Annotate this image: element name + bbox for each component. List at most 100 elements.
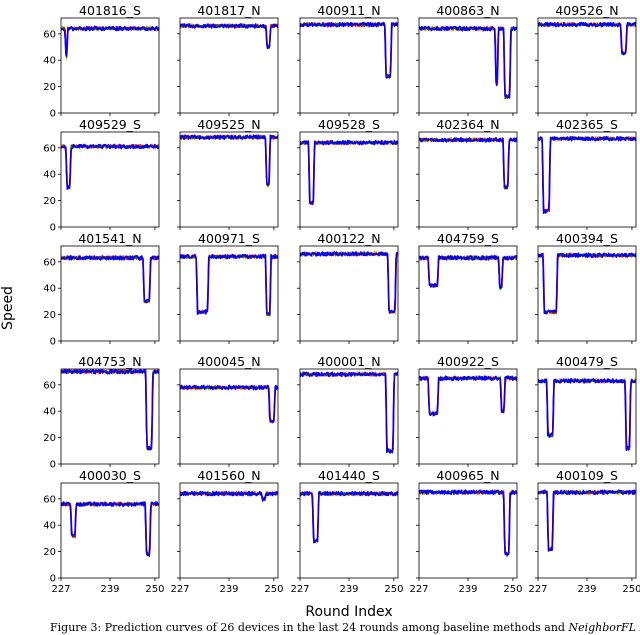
x-tick-label: 239 xyxy=(339,584,358,595)
panel-frame xyxy=(299,17,399,114)
panel-title: 401440_S xyxy=(318,468,380,483)
y-tick-label: 0 xyxy=(50,223,56,234)
panel-frame xyxy=(299,368,399,465)
series-line-blue xyxy=(180,23,278,49)
panel-title: 400045_N xyxy=(197,354,260,369)
panel: 401817_N xyxy=(177,3,279,116)
series-line-red xyxy=(538,136,636,213)
panel-lines xyxy=(300,250,398,315)
panel: 409529_S 0 20 40 60 xyxy=(43,117,160,234)
series-line-red xyxy=(419,375,517,417)
y-tick-label: 40 xyxy=(43,284,56,295)
x-tick-label: 227 xyxy=(528,584,547,595)
series-line-blue xyxy=(180,134,278,186)
panel-lines xyxy=(180,23,278,50)
y-tick-label: 40 xyxy=(43,56,56,67)
series-line-orange xyxy=(300,490,398,544)
panel-lines xyxy=(300,371,398,454)
panel-frame xyxy=(418,368,518,465)
x-tick-label: 250 xyxy=(503,584,522,595)
series-line-orange xyxy=(538,252,636,315)
series-line-red xyxy=(61,369,159,451)
panel-title: 409525_N xyxy=(197,117,260,132)
panel-title: 400109_S xyxy=(556,468,618,483)
series-line-blue xyxy=(538,489,636,552)
series-line-red xyxy=(180,385,278,424)
panel: 400030_S 0 20 40 60 227 239 250 xyxy=(43,468,164,595)
x-tick-label: 227 xyxy=(51,584,70,595)
series-line-orange xyxy=(300,21,398,78)
series-line-green xyxy=(61,144,159,189)
panel-frame xyxy=(60,368,160,465)
series-line-red xyxy=(419,137,517,190)
series-line-blue xyxy=(300,21,398,79)
y-axis-label: Speed xyxy=(0,286,16,330)
panel-lines xyxy=(300,21,398,79)
panel-lines xyxy=(180,384,278,424)
panel-title: 404759_S xyxy=(437,231,499,246)
panel-title: 400863_N xyxy=(436,3,499,18)
x-tick-label: 227 xyxy=(290,584,309,595)
panel: 400394_S xyxy=(535,231,637,344)
series-line-green xyxy=(300,491,398,543)
x-tick-label: 239 xyxy=(100,584,119,595)
x-tick-label: 239 xyxy=(577,584,596,595)
panel: 401541_N 0 20 40 60 xyxy=(43,231,160,348)
panel: 404753_N 0 20 40 60 xyxy=(43,354,160,471)
series-line-blue xyxy=(419,255,517,289)
panel-title: 400922_S xyxy=(437,354,499,369)
x-tick-label: 250 xyxy=(384,584,403,595)
series-line-red xyxy=(61,144,159,188)
panel-title: 400965_N xyxy=(436,468,499,483)
panel-title: 400911_N xyxy=(317,3,380,18)
panel-lines xyxy=(300,490,398,544)
panel: 400863_N xyxy=(416,3,518,116)
panel-lines xyxy=(180,134,278,188)
panel-lines xyxy=(300,139,398,206)
series-line-blue xyxy=(180,253,278,316)
panel: 400122_N xyxy=(297,231,399,344)
series-line-blue xyxy=(419,375,517,417)
y-tick-label: 60 xyxy=(43,29,56,40)
x-axis-label: Round Index xyxy=(305,604,392,620)
series-line-red xyxy=(300,22,398,78)
panel-title: 400394_S xyxy=(556,231,618,246)
x-tick-label: 250 xyxy=(264,584,283,595)
panel-lines xyxy=(538,377,636,451)
panel-lines xyxy=(419,136,517,190)
panel-lines xyxy=(180,490,278,502)
panel-lines xyxy=(419,489,517,557)
series-line-green xyxy=(419,138,517,190)
panel: 400971_S xyxy=(177,231,279,344)
series-line-orange xyxy=(180,134,278,188)
series-line-blue xyxy=(180,490,278,502)
y-tick-label: 0 xyxy=(50,460,56,471)
panel-frame xyxy=(418,131,518,228)
y-tick-label: 0 xyxy=(50,109,56,120)
series-line-orange xyxy=(61,369,159,452)
series-line-blue xyxy=(419,137,517,190)
series-line-green xyxy=(61,26,159,58)
y-tick-label: 20 xyxy=(43,310,56,321)
panel: 401816_S 0 20 40 60 xyxy=(43,3,160,120)
panel: 409528_S xyxy=(297,117,399,230)
series-line-orange xyxy=(61,143,159,191)
y-tick-label: 60 xyxy=(43,494,56,505)
y-tick-label: 0 xyxy=(50,574,56,585)
series-line-blue xyxy=(538,252,636,315)
series-line-green xyxy=(419,26,517,100)
panel-title: 400001_N xyxy=(317,354,380,369)
panel-frame xyxy=(179,368,279,465)
panel-lines xyxy=(538,135,636,214)
series-line-blue xyxy=(300,371,398,454)
y-tick-label: 40 xyxy=(43,521,56,532)
panel: 400045_N xyxy=(177,354,279,467)
panel-lines xyxy=(419,254,517,291)
panel-lines xyxy=(538,252,636,315)
y-tick-label: 20 xyxy=(43,433,56,444)
series-line-red xyxy=(180,134,278,187)
panel-lines xyxy=(538,21,636,56)
y-tick-label: 60 xyxy=(43,143,56,154)
series-line-green xyxy=(419,490,517,556)
